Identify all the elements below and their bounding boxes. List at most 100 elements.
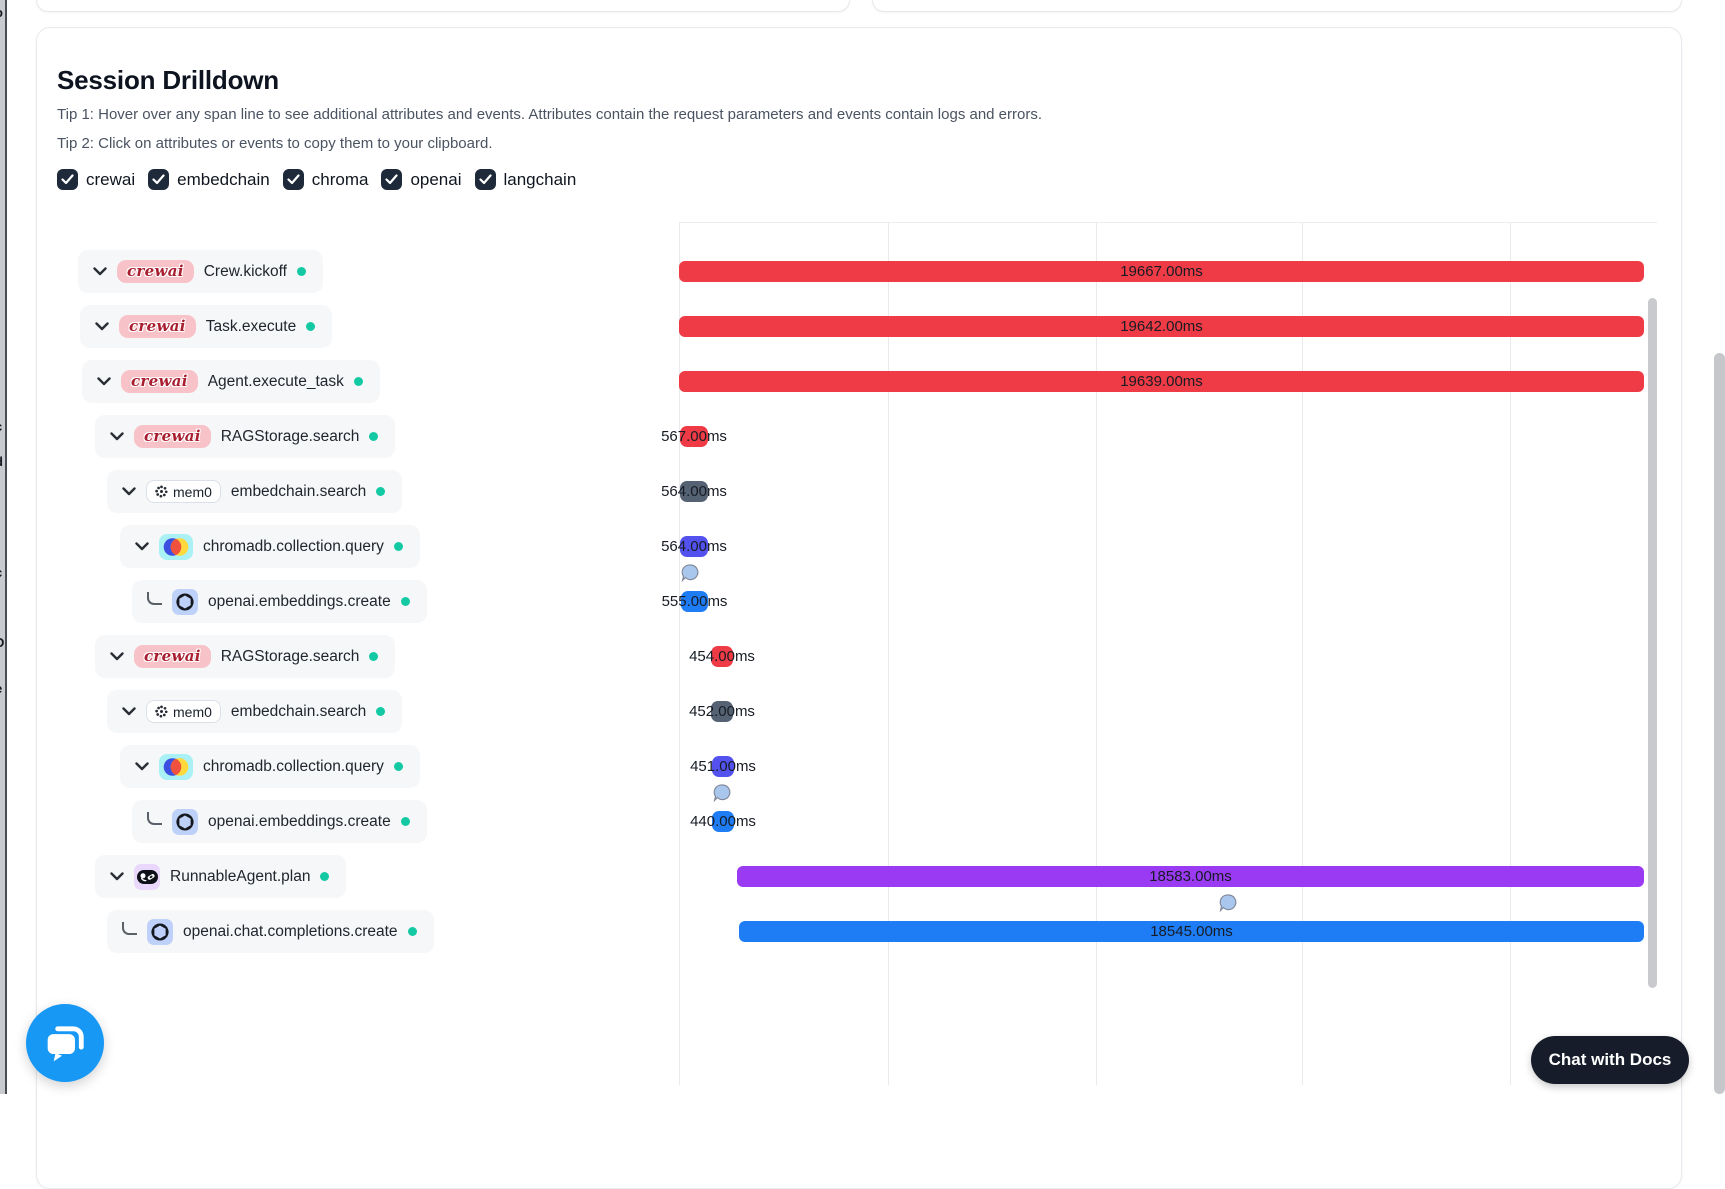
span-tree-item[interactable]: crewai Crew.kickoff [78, 250, 323, 293]
span-row[interactable]: chromadb.collection.query 451.00ms [0, 745, 1680, 788]
span-tree-item[interactable]: crewai Task.execute [80, 305, 333, 348]
span-row[interactable]: RunnableAgent.plan 18583.00ms [0, 855, 1680, 898]
span-duration-bar[interactable] [712, 811, 734, 832]
event-bubble-icon[interactable] [681, 564, 700, 583]
span-row[interactable]: openai.embeddings.create 440.00ms [0, 784, 1680, 843]
span-tree-item[interactable]: crewai RAGStorage.search [95, 635, 396, 678]
span-event-bubble[interactable] [681, 564, 700, 587]
span-tree-item[interactable]: crewai Agent.execute_task [82, 360, 380, 403]
span-row[interactable]: mem0 embedchain.search 564.00ms [0, 470, 1680, 513]
crewai-logo-icon: crewai [121, 370, 198, 393]
span-row[interactable]: mem0 embedchain.search 452.00ms [0, 690, 1680, 733]
status-dot [400, 597, 410, 606]
span-tree-item[interactable]: RunnableAgent.plan [95, 855, 347, 898]
chroma-logo-icon [159, 533, 193, 560]
span-duration-bar[interactable] [739, 921, 1644, 942]
trace-scrollbar[interactable] [1648, 298, 1657, 988]
expand-chevron[interactable] [135, 542, 149, 551]
child-elbow-connector [147, 591, 162, 605]
span-duration-bar[interactable] [681, 591, 708, 612]
filter-openai[interactable]: openai [381, 169, 462, 190]
chat-widget-button[interactable] [26, 1004, 104, 1082]
filter-langchain[interactable]: langchain [474, 169, 576, 190]
span-name: chromadb.collection.query [203, 537, 384, 555]
span-tree-item[interactable]: crewai RAGStorage.search [95, 415, 396, 458]
span-duration-bar[interactable] [679, 261, 1644, 282]
span-name: openai.chat.completions.create [183, 922, 398, 940]
left-edge-clipped-panel: ocdt(cfDe [0, 0, 7, 1094]
event-bubble-icon[interactable] [713, 784, 732, 803]
tip-1-text: Tip 1: Hover over any span line to see a… [57, 106, 1043, 123]
span-row[interactable]: crewai Agent.execute_task 19639.00ms [0, 360, 1680, 403]
span-tree-item[interactable]: chromadb.collection.query [120, 525, 420, 568]
expand-chevron[interactable] [93, 267, 107, 276]
clipped-text-fragment: d [0, 455, 3, 468]
span-name: Crew.kickoff [203, 262, 287, 280]
page-scrollbar[interactable] [1714, 353, 1725, 1094]
span-duration-bar[interactable] [680, 426, 708, 447]
span-duration-label: 19639.00ms [1120, 373, 1203, 390]
span-tree-item[interactable]: chromadb.collection.query [120, 745, 420, 788]
span-duration-bar[interactable] [679, 371, 1644, 392]
span-duration-label: 440.00ms [690, 813, 756, 830]
span-tree-item[interactable]: openai.embeddings.create [132, 800, 427, 843]
chevron-down-icon [135, 762, 149, 771]
span-duration-bar[interactable] [712, 756, 734, 777]
span-tree-item[interactable]: openai.embeddings.create [132, 580, 427, 623]
chat-with-docs-button[interactable]: Chat with Docs [1531, 1036, 1689, 1084]
status-dot [353, 377, 363, 386]
expand-chevron[interactable] [110, 872, 124, 881]
chat-bubbles-icon [47, 1026, 84, 1062]
chevron-down-icon [93, 267, 107, 276]
filter-crewai[interactable]: crewai [57, 169, 135, 190]
span-duration-bar[interactable] [711, 701, 733, 722]
expand-chevron[interactable] [97, 377, 111, 386]
expand-chevron[interactable] [122, 707, 136, 716]
filter-chroma[interactable]: chroma [282, 169, 369, 190]
checkbox-langchain[interactable] [474, 169, 496, 190]
span-row[interactable]: chromadb.collection.query 564.00ms [0, 525, 1680, 568]
span-name: embedchain.search [230, 702, 367, 720]
span-duration-bar[interactable] [680, 481, 708, 502]
chevron-down-icon [97, 377, 111, 386]
span-tree-item[interactable]: mem0 embedchain.search [107, 690, 403, 733]
status-dot [306, 322, 316, 331]
span-row[interactable]: openai.embeddings.create 555.00ms [0, 564, 1680, 623]
crewai-logo-icon: crewai [119, 315, 196, 338]
expand-chevron[interactable] [135, 762, 149, 771]
span-duration-label: 454.00ms [689, 648, 755, 665]
expand-chevron[interactable] [122, 487, 136, 496]
span-event-bubble[interactable] [713, 784, 732, 807]
filter-label: chroma [311, 169, 369, 189]
chroma-logo-icon [159, 753, 193, 780]
span-name: openai.embeddings.create [208, 592, 391, 610]
checkbox-openai[interactable] [381, 169, 403, 190]
mem0-flower-icon [155, 485, 168, 498]
expand-chevron[interactable] [95, 322, 109, 331]
span-duration-bar[interactable] [680, 536, 708, 557]
filter-embedchain[interactable]: embedchain [148, 169, 270, 190]
checkbox-crewai[interactable] [57, 169, 78, 190]
span-tree-item[interactable]: openai.chat.completions.create [107, 910, 434, 953]
span-row[interactable]: crewai RAGStorage.search 567.00ms [0, 415, 1680, 458]
event-bubble-icon[interactable] [1219, 894, 1238, 913]
tip-2-text: Tip 2: Click on attributes or events to … [57, 135, 493, 152]
filter-label: openai [410, 169, 462, 189]
span-duration-bar[interactable] [711, 646, 733, 667]
span-row[interactable]: crewai Crew.kickoff 19667.00ms [0, 250, 1680, 293]
expand-chevron[interactable] [110, 652, 124, 661]
span-row[interactable]: openai.chat.completions.create 18545.00m… [0, 894, 1680, 953]
span-row[interactable]: crewai Task.execute 19642.00ms [0, 305, 1680, 348]
mem0-flower-icon [155, 705, 168, 718]
clipped-text-fragment: e [0, 682, 2, 695]
checkbox-chroma[interactable] [282, 169, 304, 190]
span-event-bubble[interactable] [1219, 894, 1238, 917]
span-tree-item[interactable]: mem0 embedchain.search [107, 470, 403, 513]
crewai-logo-icon: crewai [117, 260, 194, 283]
span-duration-bar[interactable] [679, 316, 1644, 337]
span-row[interactable]: crewai RAGStorage.search 454.00ms [0, 635, 1680, 678]
expand-chevron[interactable] [110, 432, 124, 441]
checkbox-embedchain[interactable] [148, 169, 170, 190]
clipped-text-fragment: o [0, 6, 3, 19]
span-duration-bar[interactable] [737, 866, 1644, 887]
